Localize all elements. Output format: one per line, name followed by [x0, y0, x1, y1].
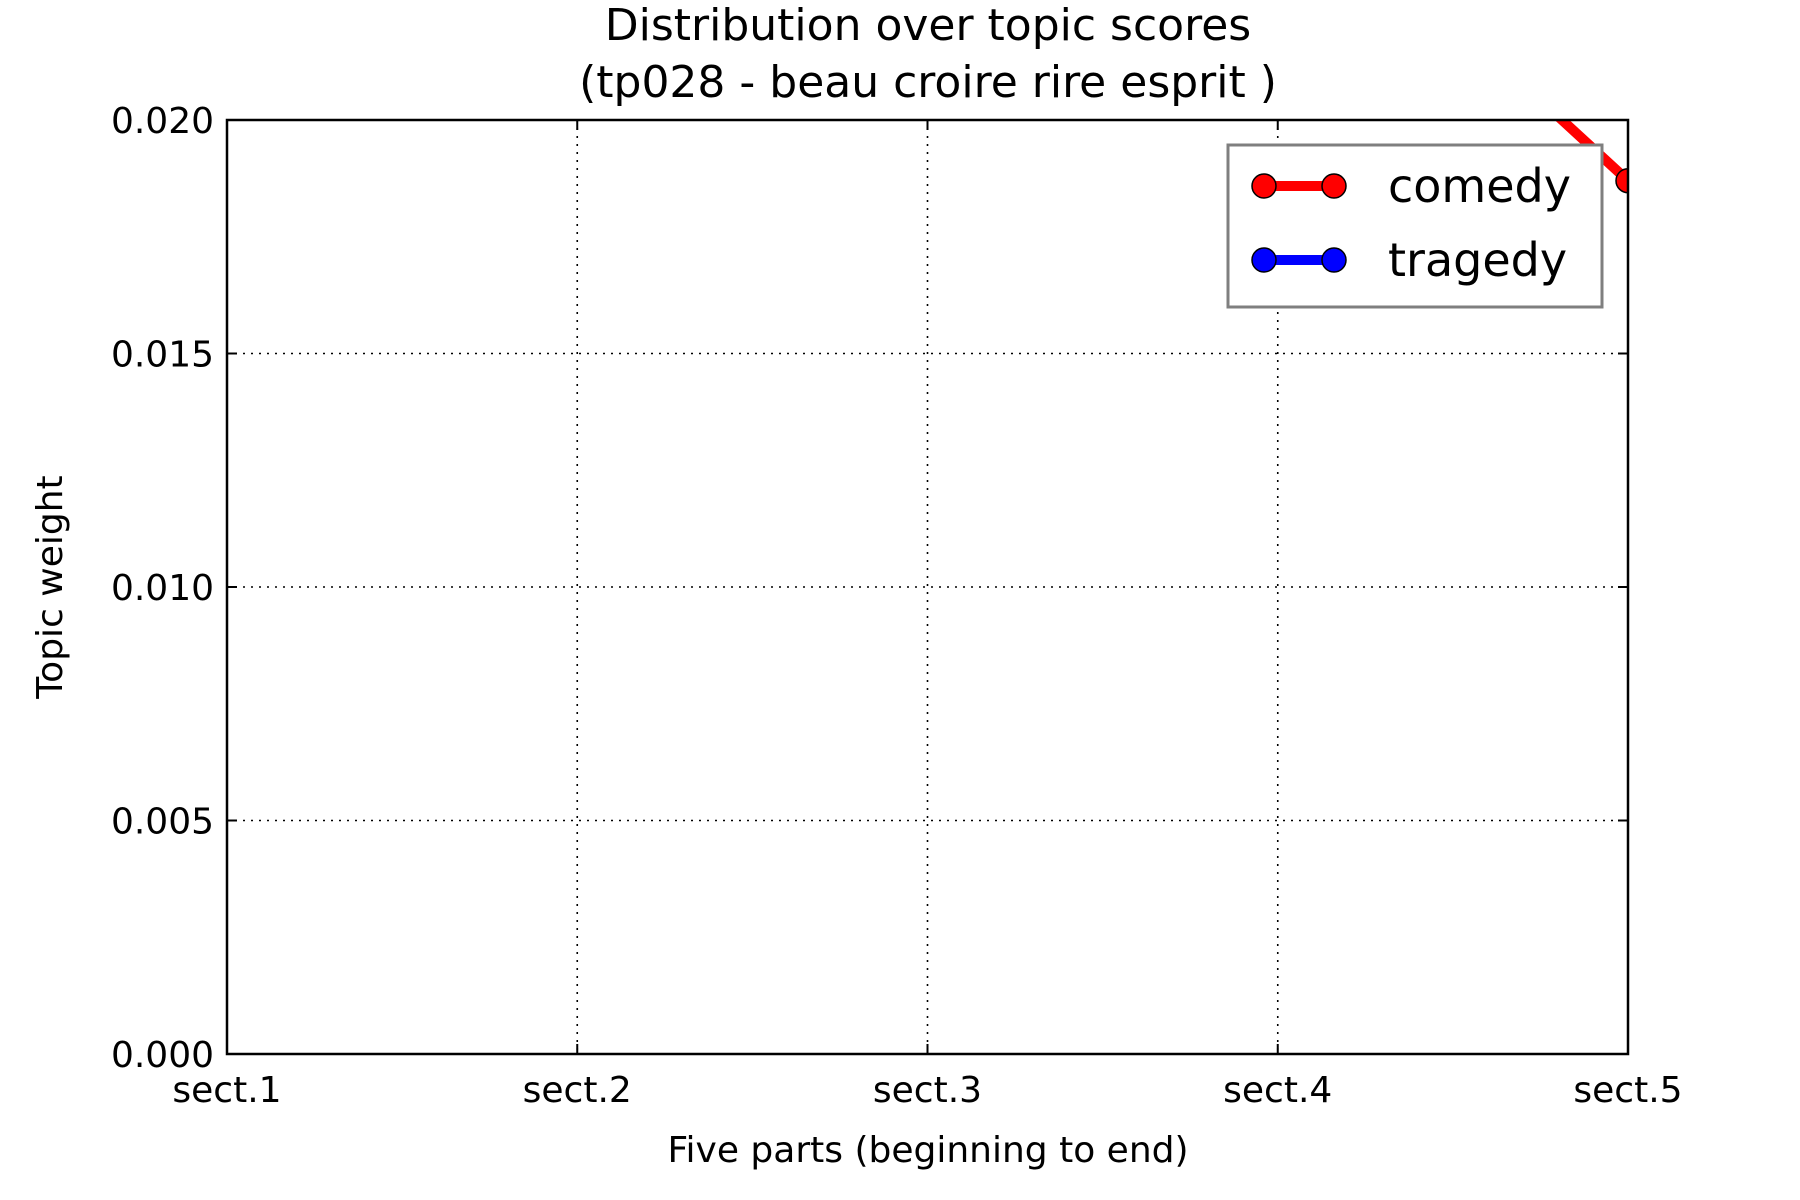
chart-subtitle: (tp028 - beau croire rire esprit ) — [579, 57, 1277, 108]
grid-layer — [227, 120, 1628, 1054]
y-tick-label: 0.005 — [111, 802, 214, 843]
legend-entry-tragedy: tragedy — [1251, 233, 1567, 287]
y-axis-label: Topic weight — [30, 475, 71, 699]
x-tick-label: sect.2 — [523, 1070, 632, 1111]
chart-title: Distribution over topic scores — [605, 0, 1251, 51]
legend: comedy tragedy — [1226, 143, 1604, 309]
legend-comedy-marker-left — [1251, 173, 1277, 199]
tick-labels-layer: sect.1 sect.2 sect.3 sect.4 sect.5 0.000 0.005… — [111, 101, 1683, 1111]
legend-tragedy-label: tragedy — [1388, 233, 1567, 287]
legend-comedy-marker-right — [1321, 173, 1347, 199]
y-tick-label: 0.010 — [111, 568, 214, 609]
x-tick-label: sect.3 — [873, 1070, 982, 1111]
data-point-comedy — [1615, 167, 1628, 194]
legend-tragedy-marker-left — [1251, 247, 1277, 273]
x-tick-label: sect.5 — [1573, 1070, 1682, 1111]
y-tick-label: 0.020 — [111, 101, 214, 142]
legend-tragedy-marker-right — [1321, 247, 1347, 273]
x-tick-label: sect.4 — [1223, 1070, 1332, 1111]
series-layer — [1554, 120, 1628, 194]
ticks-layer — [226, 119, 1629, 1055]
x-tick-label: sect.1 — [172, 1070, 281, 1111]
legend-comedy-label: comedy — [1388, 159, 1571, 213]
x-axis-label: Five parts (beginning to end) — [667, 1130, 1188, 1171]
y-tick-label: 0.000 — [111, 1035, 214, 1076]
legend-frame — [1226, 143, 1604, 309]
y-tick-label: 0.015 — [111, 335, 214, 376]
legend-entry-comedy: comedy — [1251, 159, 1571, 213]
